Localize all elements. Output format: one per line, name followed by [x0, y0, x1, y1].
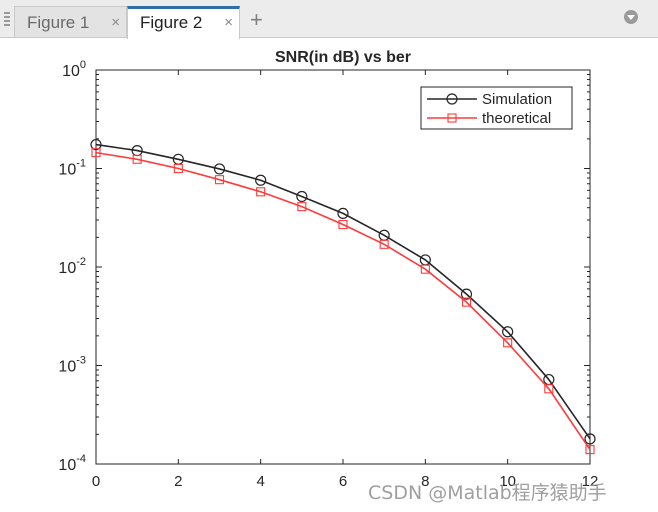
- x-tick-label: 8: [421, 473, 429, 490]
- y-tick-base: 10: [62, 63, 80, 80]
- data-point-theoretical: [297, 202, 307, 212]
- x-axis: 0 2 4 6 8 10 12: [92, 70, 599, 490]
- x-tick-label: 4: [256, 473, 264, 490]
- legend: Simulation theoretical: [420, 86, 573, 130]
- watermark: CSDN @Matlab程序猿助手: [368, 482, 607, 504]
- x-tick-label: 0: [92, 473, 100, 490]
- data-point-theoretical: [338, 219, 348, 230]
- data-point-theoretical: [132, 154, 142, 164]
- legend-marker: [446, 93, 458, 105]
- y-tick-base: 10: [58, 260, 76, 277]
- y-tick-exponent: -3: [76, 355, 86, 367]
- add-tab-icon[interactable]: +: [250, 7, 263, 32]
- data-point-simulation: [584, 433, 596, 445]
- y-tick-exponent: -4: [76, 453, 86, 465]
- legend-marker: [447, 113, 457, 123]
- data-point-simulation: [502, 326, 514, 338]
- data-point-theoretical: [173, 163, 183, 174]
- window-menu-icon[interactable]: [624, 10, 638, 24]
- y-tick-base: 10: [58, 457, 76, 474]
- y-tick-label: 10-1: [58, 158, 86, 179]
- data-point-theoretical: [214, 175, 225, 185]
- x-tick-label: 2: [174, 473, 182, 490]
- data-point-simulation: [255, 174, 267, 186]
- y-tick-exponent: -1: [76, 158, 86, 170]
- tab-figure-1-label: Figure 1: [27, 13, 90, 32]
- data-point-simulation: [213, 163, 226, 175]
- chart-title: SNR(in dB) vs ber: [275, 49, 411, 66]
- series-line-simulation: [95, 143, 591, 440]
- tab-grip-handle[interactable]: [4, 12, 10, 26]
- data-point-theoretical: [461, 297, 472, 307]
- y-tick-label: 10-2: [58, 256, 86, 277]
- x-tick-label: 10: [499, 473, 516, 490]
- close-icon[interactable]: ×: [224, 14, 233, 31]
- y-tick-base: 10: [58, 162, 76, 179]
- y-tick-label: 100: [62, 59, 86, 80]
- data-point-theoretical: [256, 187, 266, 197]
- close-icon[interactable]: ×: [111, 14, 120, 31]
- tab-figure-1[interactable]: Figure 1 ×: [14, 6, 127, 37]
- y-tick-exponent: 0: [80, 59, 86, 71]
- figure-tab-bar: Figure 1 × Figure 2 × +: [0, 0, 658, 39]
- y-tick-base: 10: [58, 359, 76, 376]
- data-point-theoretical: [544, 384, 554, 394]
- x-tick-label: 12: [582, 473, 599, 490]
- data-point-theoretical: [503, 338, 513, 348]
- data-point-simulation: [90, 138, 102, 151]
- y-tick-exponent: -2: [76, 256, 86, 268]
- tab-figure-2-label: Figure 2: [140, 13, 203, 32]
- data-point-theoretical: [91, 148, 101, 158]
- series-layer: [90, 138, 596, 455]
- data-point-theoretical: [585, 445, 595, 455]
- data-point-theoretical: [420, 264, 430, 274]
- legend-box: [420, 86, 573, 130]
- legend-label: Simulation: [482, 91, 552, 108]
- data-point-simulation: [337, 207, 349, 220]
- data-point-simulation: [460, 288, 473, 300]
- y-tick-label: 10-4: [58, 453, 86, 474]
- legend-label: theoretical: [482, 110, 551, 127]
- data-point-simulation: [296, 190, 308, 203]
- tab-figure-2[interactable]: Figure 2 ×: [127, 6, 240, 39]
- y-tick-label: 10-3: [58, 355, 86, 376]
- x-tick-label: 6: [339, 473, 347, 490]
- data-point-theoretical: [379, 239, 389, 249]
- series-line-theoretical: [95, 151, 591, 451]
